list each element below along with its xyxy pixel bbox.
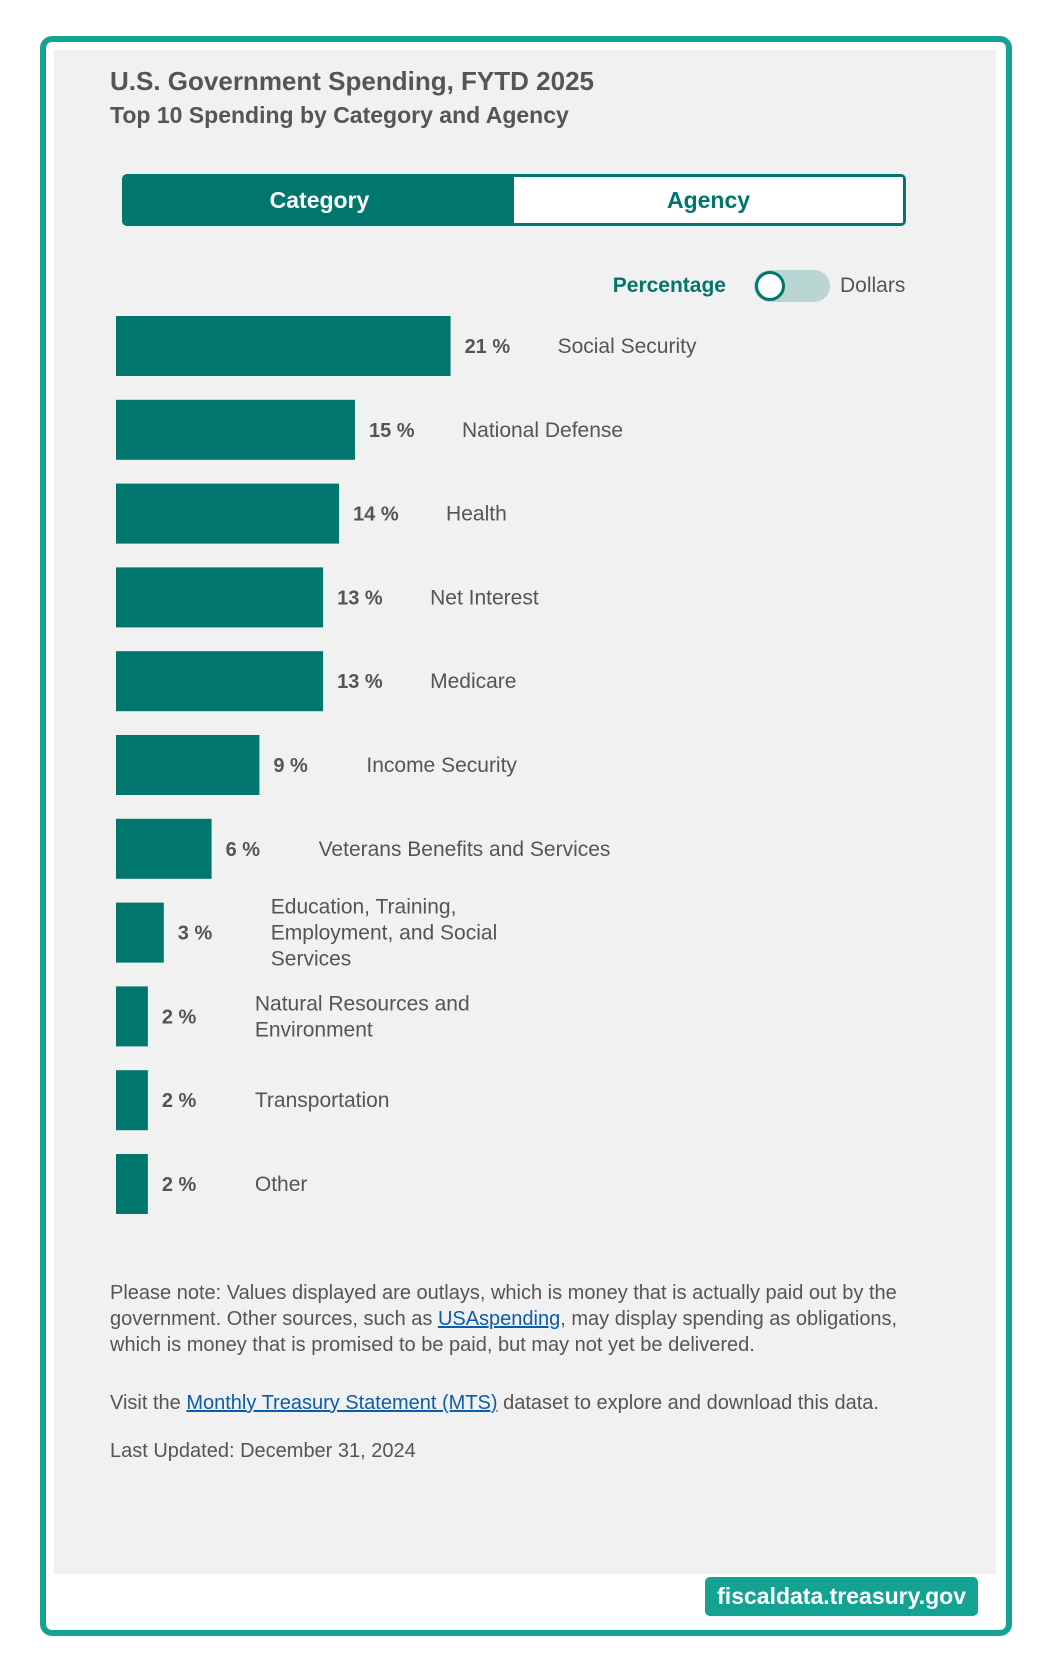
bar-1[interactable] (116, 399, 355, 460)
outlays-note: Please note: Values displayed are outlay… (110, 1280, 910, 1358)
bar-category-label-0: Social Security (558, 335, 697, 358)
bar-category-label-1: National Defense (462, 419, 623, 442)
bar-category-label-8: Natural Resources and Environment (255, 992, 470, 1041)
note-text-before: Please note: Values displayed are outlay… (110, 1282, 897, 1330)
bar-category-label-7: Education, Training, Employment, and Soci… (271, 896, 497, 971)
widget-panel: U.S. Government Spending, FYTD 2025 Top … (54, 50, 996, 1574)
dollars-label[interactable]: Dollars (840, 274, 906, 297)
bar-value-label-10: 2 % (162, 1174, 197, 1196)
bar-value-label-5: 9 % (273, 755, 308, 777)
tab-agency[interactable]: Agency (514, 177, 903, 223)
visit-text-after: dataset to explore and download this dat… (497, 1392, 879, 1414)
bar-category-label-10: Other (255, 1173, 308, 1196)
bar-7[interactable] (116, 902, 164, 963)
bar-2[interactable] (116, 483, 340, 544)
unit-toggle: Percentage Dollars (54, 270, 996, 306)
bar-category-label-2: Health (446, 503, 507, 526)
bar-category-label-4: Medicare (430, 670, 516, 693)
tab-category[interactable]: Category (125, 177, 514, 223)
visit-text-before: Visit the (110, 1392, 187, 1414)
widget-frame: U.S. Government Spending, FYTD 2025 Top … (40, 36, 1012, 1636)
usaspending-link[interactable]: USAspending (437, 1308, 561, 1330)
switch-knob[interactable] (755, 271, 785, 301)
percentage-dollars-switch[interactable] (754, 270, 830, 302)
view-tabs: Category Agency (122, 174, 906, 226)
bar-value-label-3: 13 % (337, 587, 383, 609)
percentage-label[interactable]: Percentage (612, 274, 726, 297)
bar-category-label-6: Veterans Benefits and Services (319, 838, 611, 861)
fiscaldata-brand-badge[interactable]: fiscaldata.treasury.gov (705, 1577, 978, 1616)
bar-value-label-8: 2 % (162, 1006, 197, 1028)
mts-dataset-link[interactable]: Monthly Treasury Statement (MTS) (186, 1392, 498, 1414)
bar-value-label-6: 6 % (226, 839, 261, 861)
bar-8[interactable] (116, 986, 148, 1047)
bar-value-label-7: 3 % (178, 923, 213, 945)
last-updated: Last Updated: December 31, 2024 (110, 1440, 416, 1462)
bar-category-label-3: Net Interest (430, 586, 539, 609)
bar-value-label-4: 13 % (337, 671, 383, 693)
visit-note: Visit the Monthly Treasury Statement (MT… (110, 1390, 930, 1416)
bar-value-label-0: 21 % (465, 336, 511, 358)
bar-value-label-9: 2 % (162, 1090, 197, 1112)
bar-category-label-5: Income Security (366, 754, 517, 777)
note-text-after: , may display spending as obligations, w… (110, 1308, 898, 1356)
bar-0[interactable] (116, 316, 451, 376)
bar-6[interactable] (116, 818, 212, 879)
bar-9[interactable] (116, 1070, 148, 1131)
chart-title: U.S. Government Spending, FYTD 2025 (110, 66, 594, 96)
bar-value-label-2: 14 % (353, 504, 399, 526)
bar-4[interactable] (116, 651, 324, 712)
bar-3[interactable] (116, 567, 324, 628)
spending-bar-chart: 21 % Social Security 15 % National Defense 1… (116, 316, 697, 1214)
bar-value-label-1: 15 % (369, 420, 415, 442)
bar-5[interactable] (116, 735, 260, 795)
chart-subtitle: Top 10 Spending by Category and Agency (110, 102, 569, 128)
bar-10[interactable] (116, 1154, 148, 1214)
bar-category-label-9: Transportation (255, 1089, 390, 1112)
